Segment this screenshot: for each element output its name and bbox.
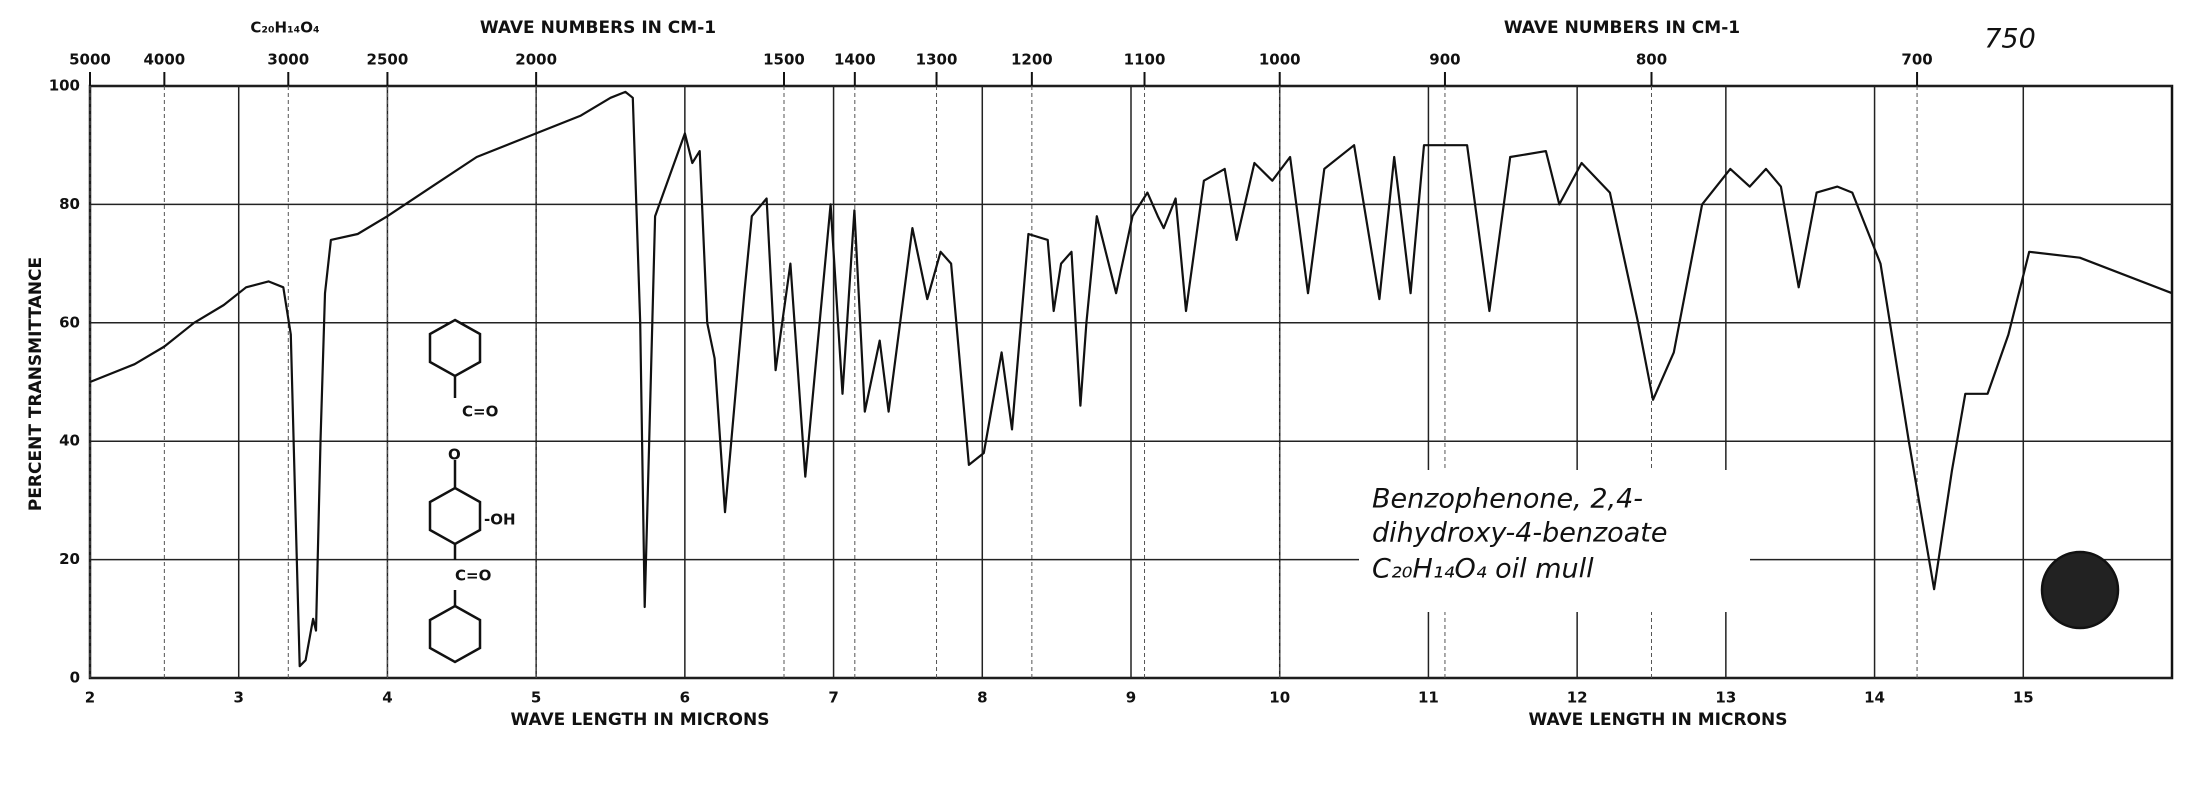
- x-tick-label: 4: [382, 689, 392, 707]
- y-tick-label: 40: [59, 432, 80, 450]
- formula-top: C₂₀H₁₄O₄: [250, 19, 319, 37]
- x-tick-label: 12: [1567, 689, 1588, 707]
- top-tick-label: 800: [1636, 51, 1667, 69]
- x-tick-label: 9: [1126, 689, 1136, 707]
- top-tick-label: 1000: [1259, 51, 1301, 69]
- top-tick-label: 1400: [834, 51, 876, 69]
- top-tick-label: 900: [1429, 51, 1460, 69]
- x-tick-label: 15: [2013, 689, 2034, 707]
- y-tick-label: 0: [70, 669, 80, 687]
- top-tick-label: 1200: [1011, 51, 1053, 69]
- top-axis-label: WAVE NUMBERS IN CM-1: [1504, 18, 1740, 38]
- annotation: C₂₀H₁₄O₄ oil mull: [1372, 554, 1594, 585]
- top-tick-label: 5000: [69, 51, 111, 69]
- annotation: Benzophenone, 2,4-: [1372, 484, 1643, 515]
- annotation-box: [1359, 470, 1750, 612]
- x-tick-label: 8: [977, 689, 987, 707]
- x-tick-label: 11: [1418, 689, 1439, 707]
- ring: [428, 486, 482, 546]
- y-tick-label: 20: [59, 550, 80, 568]
- y-tick-label: 60: [59, 313, 80, 331]
- y-axis-label: PERCENT TRANSMITTANCE: [26, 257, 46, 511]
- sheet-number: 750: [1984, 24, 2036, 55]
- top-tick-label: 2000: [515, 51, 557, 69]
- x-axis-label: WAVE LENGTH IN MICRONS: [1529, 710, 1788, 730]
- logo: [2040, 550, 2120, 630]
- y-tick-label: 100: [49, 77, 80, 95]
- x-tick-label: 2: [85, 689, 95, 707]
- x-tick-label: 5: [531, 689, 541, 707]
- top-tick-label: 1500: [763, 51, 805, 69]
- structure: [428, 318, 2120, 664]
- structure-label: -OH: [484, 511, 516, 529]
- structure-label: O: [448, 446, 461, 464]
- x-tick-label: 7: [828, 689, 838, 707]
- x-axis-label: WAVE LENGTH IN MICRONS: [511, 710, 770, 730]
- ring: [428, 604, 482, 664]
- top-tick-label: 1300: [916, 51, 958, 69]
- top-tick-label: 3000: [267, 51, 309, 69]
- annotation: dihydroxy-4-benzoate: [1372, 518, 1667, 549]
- spectrum-line: [89, 90, 2173, 668]
- top-tick-label: 4000: [143, 51, 185, 69]
- top-axis-label: WAVE NUMBERS IN CM-1: [480, 18, 716, 38]
- ring: [428, 318, 482, 378]
- x-tick-label: 3: [233, 689, 243, 707]
- top-tick-label: 700: [1901, 51, 1932, 69]
- x-tick-label: 13: [1715, 689, 1736, 707]
- top-tick-label: 2500: [367, 51, 409, 69]
- x-tick-label: 10: [1269, 689, 1290, 707]
- top-tick-label: 1100: [1124, 51, 1166, 69]
- structure-label: C=O: [462, 403, 498, 421]
- x-tick-label: 6: [680, 689, 690, 707]
- x-tick-label: 14: [1864, 689, 1885, 707]
- structure-label: C=O: [455, 567, 491, 585]
- y-tick-label: 80: [59, 195, 80, 213]
